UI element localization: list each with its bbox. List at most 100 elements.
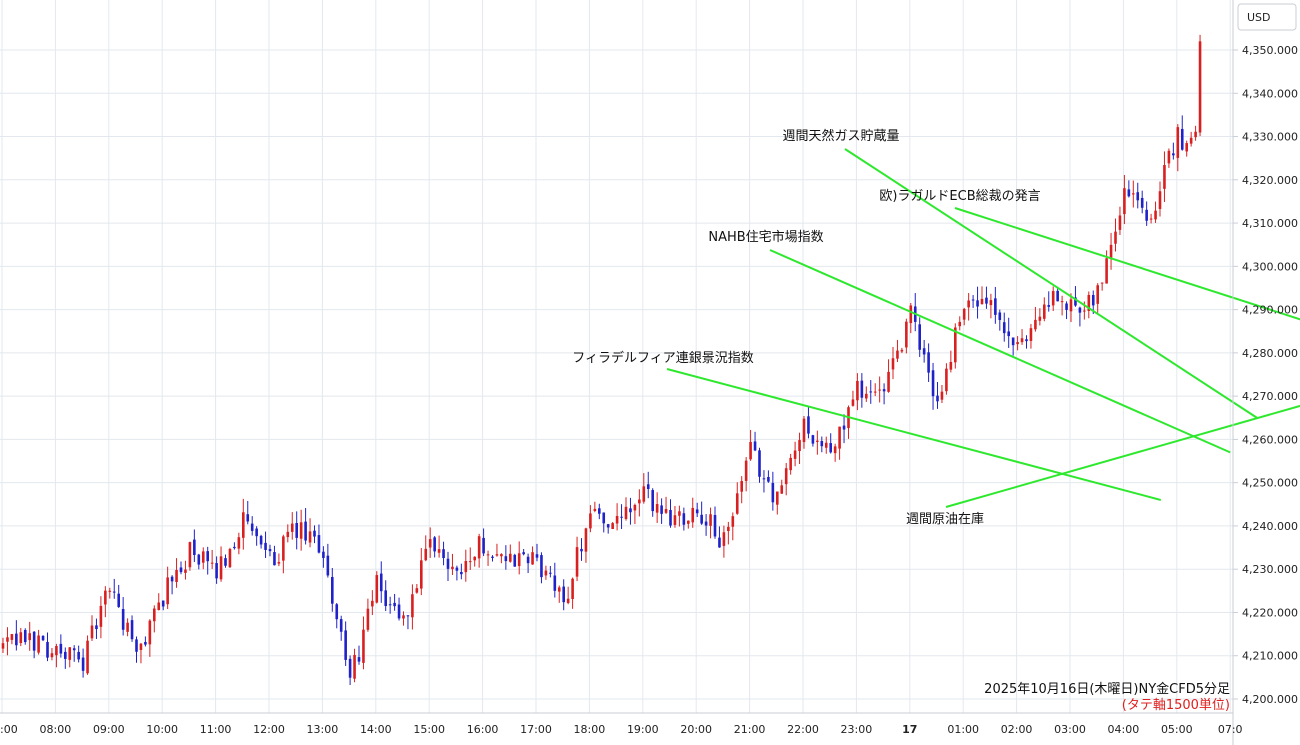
candle bbox=[1025, 335, 1028, 349]
candle-body bbox=[593, 508, 597, 511]
candle bbox=[784, 462, 788, 496]
candle bbox=[611, 522, 614, 530]
candle-body bbox=[931, 370, 935, 397]
candle-body bbox=[971, 299, 975, 301]
candle-body bbox=[878, 389, 881, 391]
chart-caption: 2025年10月16日(木曜日)NY金CFD5分足 bbox=[984, 681, 1230, 697]
price-tick-label: 4,240.000 bbox=[1242, 520, 1298, 533]
candle-body bbox=[246, 514, 250, 522]
candle bbox=[816, 430, 819, 455]
candle bbox=[887, 359, 890, 393]
candle-body bbox=[1029, 328, 1033, 341]
candle bbox=[1172, 142, 1175, 160]
candle bbox=[669, 499, 672, 528]
candle-body bbox=[504, 556, 508, 562]
candle bbox=[598, 503, 601, 520]
candle bbox=[798, 432, 801, 464]
candle-body bbox=[130, 620, 134, 640]
candle bbox=[250, 516, 254, 536]
candle-body bbox=[522, 552, 525, 555]
candle bbox=[500, 553, 503, 564]
candle-body bbox=[918, 324, 921, 350]
candle-body bbox=[1140, 197, 1144, 208]
candle bbox=[865, 386, 868, 402]
candle bbox=[985, 286, 988, 309]
candle bbox=[491, 555, 494, 562]
candle bbox=[1034, 306, 1037, 332]
candle-body bbox=[495, 554, 499, 556]
candle bbox=[486, 550, 490, 566]
candle-body bbox=[210, 562, 214, 564]
candle bbox=[1043, 297, 1046, 322]
candle bbox=[446, 551, 450, 581]
candle-body bbox=[985, 297, 988, 304]
candle bbox=[179, 561, 183, 575]
candle bbox=[1065, 301, 1068, 320]
candle bbox=[255, 526, 258, 546]
candle-body bbox=[442, 549, 445, 559]
candle bbox=[64, 647, 67, 669]
candle bbox=[722, 525, 726, 558]
candle bbox=[1180, 115, 1184, 151]
candle-body bbox=[584, 528, 588, 552]
candle-body bbox=[428, 539, 432, 548]
candle bbox=[339, 615, 343, 641]
candle-body bbox=[95, 625, 98, 630]
candle bbox=[371, 590, 374, 616]
candle bbox=[379, 561, 383, 603]
candle-body bbox=[811, 435, 815, 444]
candle bbox=[580, 538, 583, 561]
candle bbox=[811, 434, 815, 447]
candle-body bbox=[735, 493, 739, 514]
candle bbox=[1140, 190, 1144, 214]
candle-body bbox=[687, 520, 690, 524]
candle-body bbox=[242, 512, 245, 538]
candle bbox=[740, 476, 743, 504]
candle-body bbox=[77, 651, 80, 660]
candle bbox=[468, 547, 472, 570]
candle-body bbox=[562, 586, 565, 603]
time-tick-label: 08:00 bbox=[40, 723, 72, 736]
candle-body bbox=[638, 499, 641, 504]
candle bbox=[59, 634, 63, 658]
candle-body bbox=[468, 561, 472, 563]
currency-button[interactable]: USD bbox=[1237, 3, 1297, 31]
candle-body bbox=[1011, 337, 1015, 346]
candle bbox=[28, 621, 31, 651]
price-tick-label: 4,220.000 bbox=[1242, 606, 1298, 619]
price-tick-label: 4,320.000 bbox=[1242, 174, 1298, 187]
candle-body bbox=[838, 426, 841, 449]
candle-body bbox=[460, 572, 463, 575]
candle bbox=[348, 655, 352, 686]
candle-body bbox=[161, 600, 165, 607]
candle-body bbox=[1065, 303, 1068, 310]
candle-body bbox=[753, 441, 757, 451]
candle bbox=[1109, 232, 1113, 270]
candle bbox=[847, 405, 850, 439]
candle-body bbox=[313, 530, 316, 537]
candle bbox=[344, 621, 347, 666]
candle bbox=[308, 518, 312, 548]
candle-body bbox=[646, 484, 650, 490]
candle-body bbox=[816, 440, 819, 442]
candle-body bbox=[446, 558, 450, 569]
candle-body bbox=[1056, 290, 1059, 302]
candle-body bbox=[157, 602, 161, 611]
time-tick-label: 12:00 bbox=[253, 723, 285, 736]
candle bbox=[295, 511, 298, 550]
candle-body bbox=[166, 577, 169, 605]
candle bbox=[1132, 180, 1135, 208]
candle-body bbox=[664, 508, 668, 513]
annotation-label: フィラデルフィア連銀景況指数 bbox=[572, 350, 753, 366]
candle bbox=[41, 635, 45, 642]
candle-body bbox=[1154, 210, 1157, 220]
candle-body bbox=[55, 646, 58, 656]
candle-body bbox=[331, 576, 334, 604]
candle bbox=[771, 471, 775, 511]
candle-body bbox=[1185, 143, 1188, 152]
candle-body bbox=[259, 535, 263, 545]
candle-body bbox=[1007, 331, 1010, 337]
candle bbox=[873, 383, 877, 397]
candle-body bbox=[727, 526, 730, 532]
